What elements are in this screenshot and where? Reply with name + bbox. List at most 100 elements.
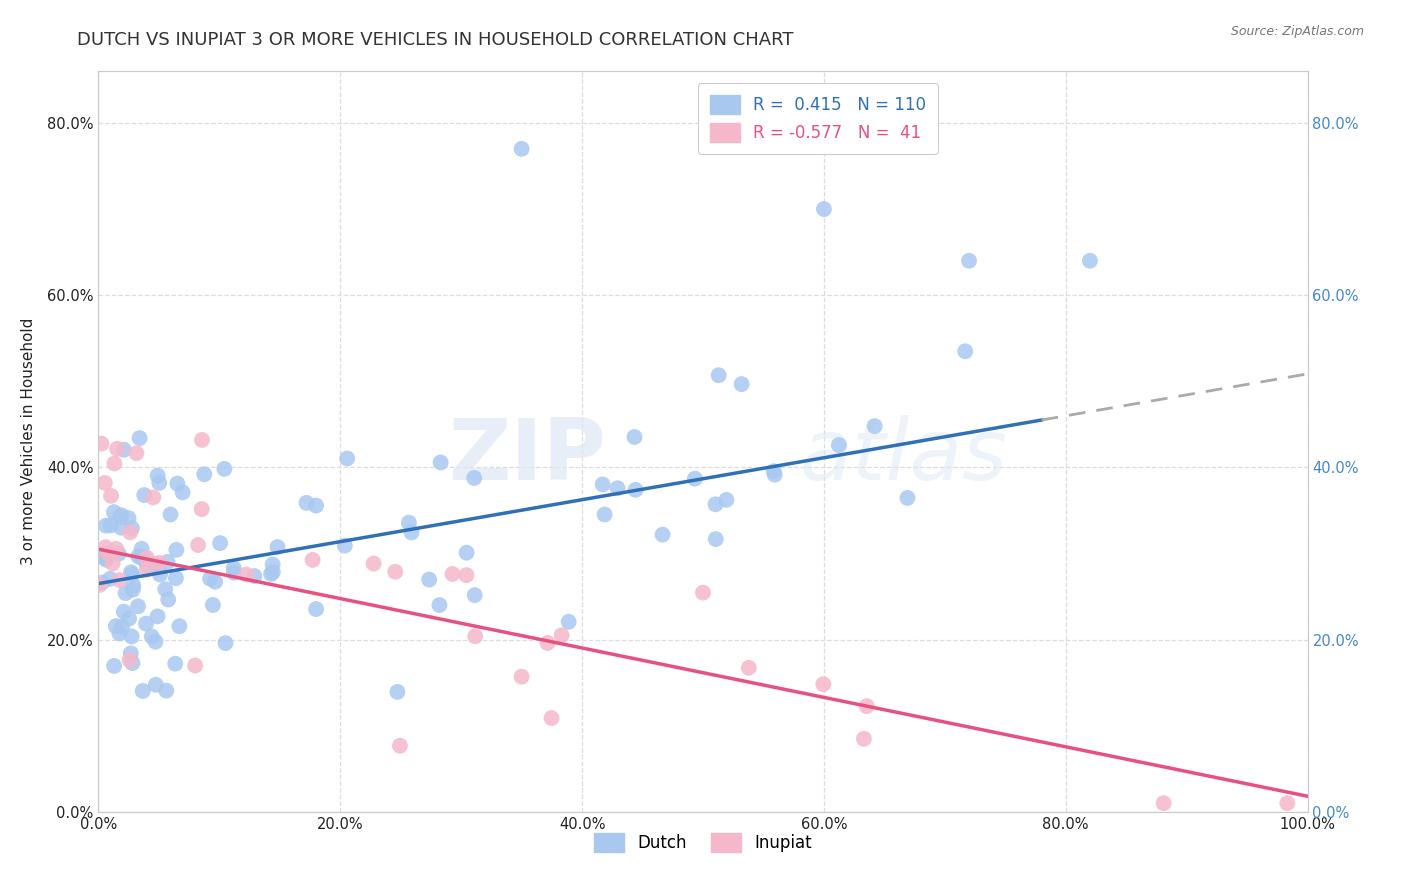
Point <box>105 442 128 456</box>
Point <box>387 685 409 699</box>
Point <box>97 546 120 560</box>
Point <box>198 572 221 586</box>
Point <box>155 683 177 698</box>
Point <box>103 659 125 673</box>
Point <box>108 626 131 640</box>
Point <box>94 475 117 490</box>
Text: DUTCH VS INUPIAT 3 OR MORE VEHICLES IN HOUSEHOLD CORRELATION CHART: DUTCH VS INUPIAT 3 OR MORE VEHICLES IN H… <box>77 31 794 49</box>
Point <box>606 481 628 495</box>
Point <box>305 602 328 616</box>
Point <box>704 497 727 511</box>
Point <box>145 678 167 692</box>
Point <box>214 636 236 650</box>
Point <box>243 569 266 583</box>
Point <box>118 653 141 667</box>
Point <box>118 611 141 625</box>
Point <box>191 433 214 447</box>
Point <box>828 438 851 452</box>
Point <box>148 559 170 574</box>
Point <box>336 451 359 466</box>
Point <box>103 505 125 519</box>
Point <box>135 616 157 631</box>
Point <box>716 492 738 507</box>
Point <box>730 377 752 392</box>
Point <box>148 475 170 490</box>
Point <box>429 455 451 469</box>
Point <box>112 605 135 619</box>
Point <box>120 566 142 580</box>
Point <box>692 585 714 599</box>
Point <box>108 573 131 587</box>
Point <box>121 656 143 670</box>
Point <box>592 477 614 491</box>
Point <box>110 521 132 535</box>
Point <box>262 565 284 579</box>
Point <box>93 550 115 565</box>
Point <box>813 677 835 691</box>
Point <box>456 568 478 582</box>
Point <box>90 436 112 450</box>
Point <box>127 549 149 564</box>
Legend: Dutch, Inupiat: Dutch, Inupiat <box>586 826 820 859</box>
Point <box>333 539 356 553</box>
Point <box>98 572 121 586</box>
Point <box>704 532 727 546</box>
Point <box>107 547 129 561</box>
Point <box>593 508 616 522</box>
Point <box>143 558 166 572</box>
Point <box>155 582 177 597</box>
Point <box>852 731 875 746</box>
Point <box>429 598 451 612</box>
Point <box>165 542 187 557</box>
Point <box>172 485 194 500</box>
Point <box>388 739 411 753</box>
Point <box>148 556 170 570</box>
Point <box>301 553 323 567</box>
Point <box>94 540 117 554</box>
Point <box>112 442 135 457</box>
Point <box>156 555 179 569</box>
Point <box>89 578 111 592</box>
Point <box>260 566 283 581</box>
Point <box>159 508 181 522</box>
Point <box>456 546 478 560</box>
Text: Source: ZipAtlas.com: Source: ZipAtlas.com <box>1230 25 1364 38</box>
Point <box>103 457 125 471</box>
Point <box>127 599 149 614</box>
Point <box>384 565 406 579</box>
Point <box>134 551 156 566</box>
Point <box>707 368 730 383</box>
Point <box>114 586 136 600</box>
Point <box>165 571 187 585</box>
Point <box>295 496 318 510</box>
Point <box>222 561 245 575</box>
Point <box>110 510 132 524</box>
Point <box>146 468 169 483</box>
Point <box>100 518 122 533</box>
Point <box>510 142 533 156</box>
Point <box>209 536 232 550</box>
Point <box>91 575 114 590</box>
Point <box>464 629 486 643</box>
Point <box>166 476 188 491</box>
Point <box>94 518 117 533</box>
Point <box>121 567 143 582</box>
Point <box>120 525 142 540</box>
Point <box>121 630 143 644</box>
Point <box>142 491 165 505</box>
Point <box>157 592 180 607</box>
Point <box>463 471 485 485</box>
Point <box>110 508 132 523</box>
Point <box>738 661 761 675</box>
Point <box>305 499 328 513</box>
Point <box>135 563 157 577</box>
Point <box>105 541 128 556</box>
Point <box>121 582 143 597</box>
Point <box>623 430 645 444</box>
Point <box>117 511 139 525</box>
Point <box>222 566 245 580</box>
Point <box>145 634 167 648</box>
Point <box>134 488 156 502</box>
Point <box>262 558 284 572</box>
Point <box>122 578 145 592</box>
